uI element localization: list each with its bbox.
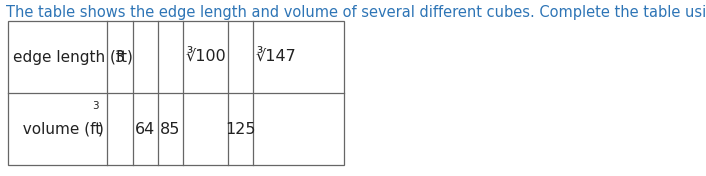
Text: 85: 85 <box>160 122 181 137</box>
Text: 64: 64 <box>135 122 155 137</box>
Text: 125: 125 <box>225 122 256 137</box>
Text: 3: 3 <box>92 102 98 111</box>
Text: ∛100: ∛100 <box>185 50 226 65</box>
Text: ∛147: ∛147 <box>256 50 297 65</box>
Text: ): ) <box>97 122 103 137</box>
Text: 3: 3 <box>115 50 125 65</box>
Text: The table shows the edge length and volume of several different cubes. Complete : The table shows the edge length and volu… <box>6 5 706 20</box>
Bar <box>8 21 344 165</box>
Text: volume (ft: volume (ft <box>13 122 101 137</box>
Text: edge length (ft): edge length (ft) <box>13 50 133 65</box>
